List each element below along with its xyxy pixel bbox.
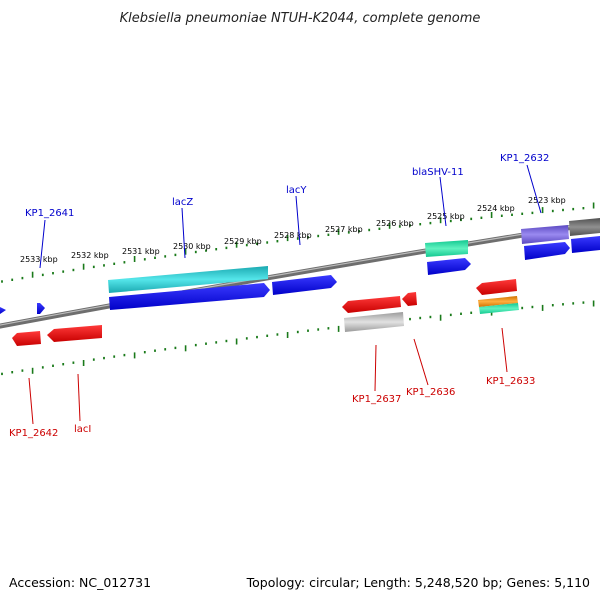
leader-kp2641 (39, 219, 46, 269)
gene-lacY-forward[interactable] (272, 275, 337, 295)
leader-kp2632 (526, 164, 542, 214)
gene-kp2633-reverse[interactable] (476, 279, 517, 295)
forward-labels: KP1_2641 lacZ lacY blaSHV-11 KP1_2632 (25, 153, 549, 219)
label-kp2642[interactable]: KP1_2642 (9, 428, 58, 439)
scale-ticks-inner (1, 300, 595, 376)
gene-fwd-small[interactable] (37, 303, 45, 314)
topology-text: Topology: circular; Length: 5,248,520 bp… (246, 575, 590, 590)
label-kp2632[interactable]: KP1_2632 (500, 153, 549, 164)
scale-label: 2527 kbp (325, 225, 363, 234)
scale-label: 2529 kbp (224, 237, 262, 246)
scale-label: 2532 kbp (71, 251, 109, 260)
label-kp2633[interactable]: KP1_2633 (486, 376, 535, 387)
gene-kp2637-reverse[interactable] (342, 296, 401, 313)
gene-kp2642-reverse[interactable] (12, 331, 41, 346)
gene-fwd-left-edge[interactable] (0, 307, 6, 314)
label-leaders (28, 164, 542, 425)
scale-label: 2528 kbp (274, 231, 312, 240)
label-kp2641[interactable]: KP1_2641 (25, 208, 74, 219)
scale-label: 2526 kbp (376, 219, 414, 228)
scale-label: 2533 kbp (20, 255, 58, 264)
reverse-labels: KP1_2642 lacI KP1_2637 KP1_2636 KP1_2633 (9, 376, 535, 439)
leader-kp2642 (28, 377, 34, 425)
feature-kp2633-orange[interactable] (478, 296, 518, 307)
accession-text: Accession: NC_012731 (9, 575, 152, 590)
scale-label: 2530 kbp (173, 242, 211, 251)
reverse-strand-genes (12, 279, 519, 346)
label-lacZ[interactable]: lacZ (172, 197, 193, 208)
gene-blaSHV-forward[interactable] (427, 258, 471, 275)
label-lacI[interactable]: lacI (74, 424, 91, 435)
leader-kp2636 (413, 338, 429, 386)
label-kp2636[interactable]: KP1_2636 (406, 387, 455, 398)
feature-kp2632[interactable] (521, 225, 569, 244)
scale-label: 2523 kbp (528, 196, 566, 205)
feature-lacZ[interactable] (108, 266, 268, 293)
gene-lacI-reverse[interactable] (47, 325, 102, 342)
gene-fwd-right-edge[interactable] (571, 236, 600, 253)
leader-blaSHV (439, 176, 447, 227)
feature-kp2637[interactable] (344, 312, 404, 332)
label-lacY[interactable]: lacY (286, 185, 307, 196)
scale-label: 2531 kbp (122, 247, 160, 256)
gene-kp2636-reverse[interactable] (402, 292, 417, 306)
forward-strand-genes (0, 218, 600, 314)
genome-backbone-highlight (0, 221, 600, 326)
feature-blaSHV[interactable] (425, 240, 468, 257)
leader-lacI (77, 373, 81, 422)
leader-kp2637 (374, 344, 377, 392)
label-blaSHV[interactable]: blaSHV-11 (412, 167, 464, 178)
leader-kp2633 (501, 327, 508, 373)
scale-label: 2524 kbp (477, 204, 515, 213)
label-kp2637[interactable]: KP1_2637 (352, 394, 401, 405)
genome-backbone (0, 220, 600, 329)
gene-lacZ-forward[interactable] (109, 283, 270, 310)
scale-labels: 2533 kbp 2532 kbp 2531 kbp 2530 kbp 2529… (20, 196, 566, 264)
leader-lacZ (181, 207, 186, 259)
feature-dark[interactable] (569, 218, 600, 236)
leader-lacY (295, 195, 301, 246)
feature-kp2633-teal[interactable] (479, 303, 519, 314)
scale-ticks-outer (1, 202, 595, 283)
gene-kp2632-forward[interactable] (524, 242, 570, 260)
scale-label: 2525 kbp (427, 212, 465, 221)
map-title: Klebsiella pneumoniae NTUH-K2044, comple… (120, 11, 481, 26)
